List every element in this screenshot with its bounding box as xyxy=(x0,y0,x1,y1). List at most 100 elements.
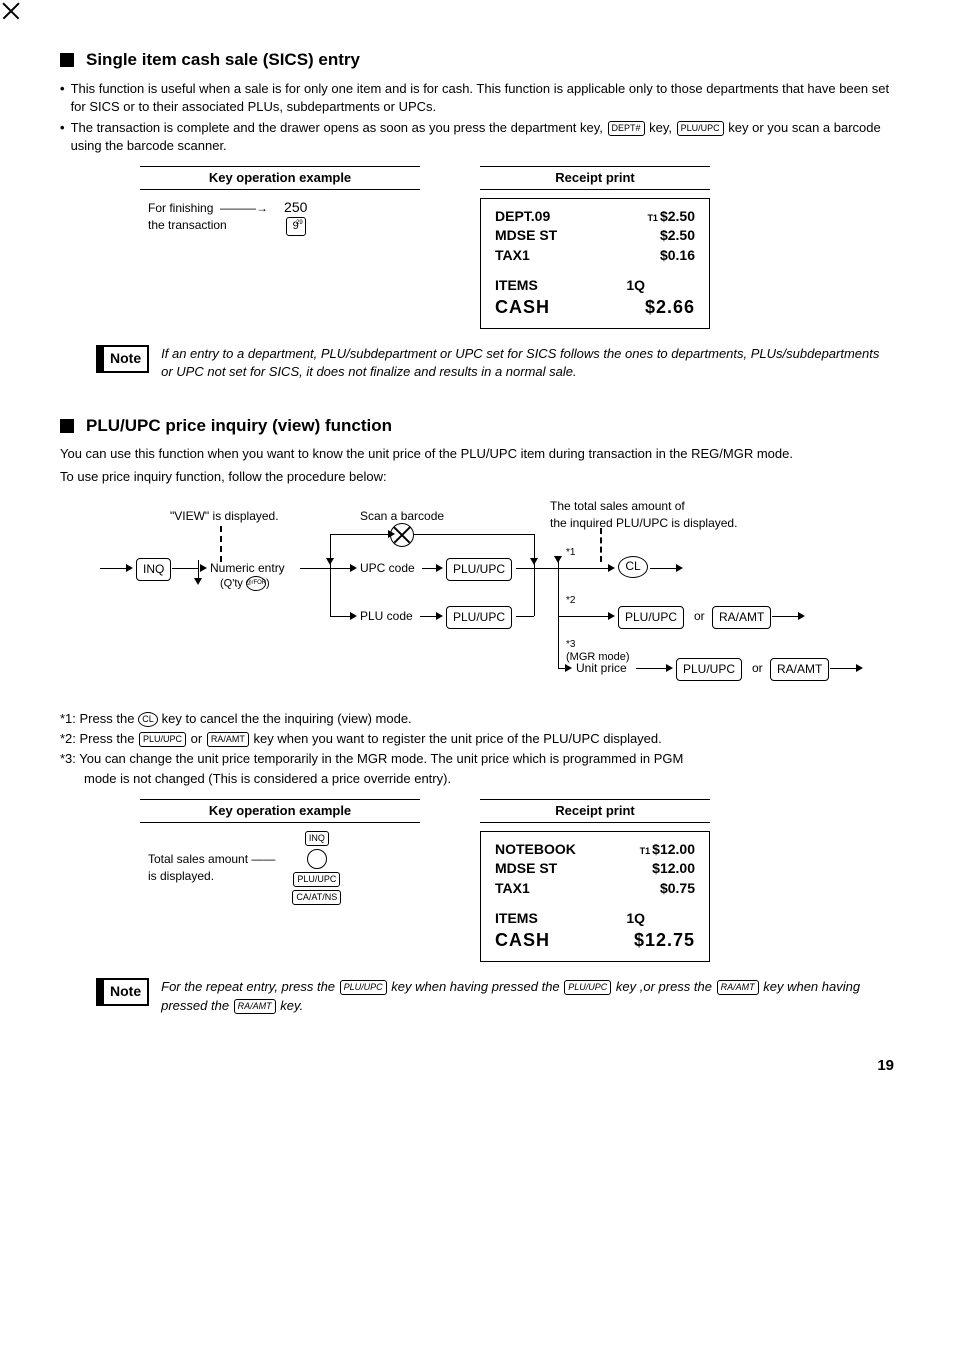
receipt-1-block: Receipt print DEPT.09T1$2.50 MDSE ST$2.5… xyxy=(480,166,710,330)
note-star1: *1: Press the CL key to cancel the the i… xyxy=(60,710,894,728)
flow-raamt-1: RA/AMT xyxy=(712,606,771,629)
section-2-p2: To use price inquiry function, follow th… xyxy=(60,468,894,486)
flow-pluupc-4: PLU/UPC xyxy=(676,658,742,681)
flow-inq: INQ xyxy=(136,558,171,581)
pluupc-key: PLU/UPC xyxy=(677,121,724,136)
section-2-heading: PLU/UPC price inquiry (view) function xyxy=(60,414,894,438)
r2-tax-amt: $0.75 xyxy=(660,879,695,899)
flow-pluupc-3: PLU/UPC xyxy=(618,606,684,629)
n2a: *2: Press the xyxy=(60,731,138,746)
left2: is displayed. xyxy=(148,869,214,883)
bullet-2: • The transaction is complete and the dr… xyxy=(60,119,894,155)
raamt-key-4: RA/AMT xyxy=(234,999,276,1014)
bullet-1-text: This function is useful when a sale is f… xyxy=(71,80,894,116)
section-1-heading: Single item cash sale (SICS) entry xyxy=(60,48,894,72)
key-op-value: 250 9 29 xyxy=(284,198,307,237)
note-star3a: *3: You can change the unit price tempor… xyxy=(60,750,894,768)
flow-total-2: the inquired PLU/UPC is displayed. xyxy=(550,516,737,530)
left1: Total sales amount xyxy=(148,852,248,866)
flow-qty-a: (Q'ty xyxy=(220,577,246,589)
r2-items-q: 1Q xyxy=(626,909,645,929)
finishing-label: For finishing ———→ the transaction xyxy=(148,200,268,234)
bullet-2a: The transaction is complete and the draw… xyxy=(71,120,607,135)
notes-list: *1: Press the CL key to cancel the the i… xyxy=(60,710,894,789)
note-1: Note If an entry to a department, PLU/su… xyxy=(96,345,894,381)
section-1-title: Single item cash sale (SICS) entry xyxy=(86,48,360,72)
finishing-1: For finishing xyxy=(148,201,213,215)
note-1-text: If an entry to a department, PLU/subdepa… xyxy=(161,345,894,381)
r2-mdse: MDSE ST xyxy=(495,859,557,879)
n2t2: key when having pressed the xyxy=(388,979,564,994)
flow-upc-code: UPC code xyxy=(360,560,415,577)
note-1-label: Note xyxy=(96,345,149,373)
flow-view: "VIEW" is displayed. xyxy=(170,508,279,525)
n2t5: key. xyxy=(277,998,304,1013)
flow-star2: *2 xyxy=(566,594,575,608)
r1-cash-amt: $2.66 xyxy=(645,295,695,320)
key-9-sup: 29 xyxy=(296,217,303,230)
flow-cl: CL xyxy=(618,556,648,578)
r1-mdse-amt: $2.50 xyxy=(660,226,695,246)
pluupc-key-2: PLU/UPC xyxy=(139,732,186,747)
dept-key: DEPT# xyxy=(608,121,645,136)
heading-square xyxy=(60,53,74,67)
section-2-title: PLU/UPC price inquiry (view) function xyxy=(86,414,392,438)
flow-star1: *1 xyxy=(566,546,575,560)
r2-cash-amt: $12.75 xyxy=(634,928,695,953)
example-row-1: Key operation example For finishing ———→… xyxy=(140,166,894,330)
flow-numeric: Numeric entry xyxy=(210,560,285,577)
scan-icon-2 xyxy=(307,849,327,869)
r1-dept: DEPT.09 xyxy=(495,207,550,227)
receipt-2-block: Receipt print NOTEBOOKT1$12.00 MDSE ST$1… xyxy=(480,799,710,963)
n1a: *1: Press the xyxy=(60,711,138,726)
bullet-2-text: The transaction is complete and the draw… xyxy=(71,119,894,155)
n2c: key when you want to register the unit p… xyxy=(250,731,662,746)
n2t1: For the repeat entry, press the xyxy=(161,979,339,994)
flow-qty-b: ) xyxy=(266,577,270,589)
section-2-p1: You can use this function when you want … xyxy=(60,445,894,463)
key-op-heading: Key operation example xyxy=(140,166,420,190)
r2-cash: CASH xyxy=(495,928,550,953)
bullet-1: • This function is useful when a sale is… xyxy=(60,80,894,116)
note-star2: *2: Press the PLU/UPC or RA/AMT key when… xyxy=(60,730,894,748)
caatns-key: CA/AT/NS xyxy=(292,890,341,905)
key-op-2: Key operation example Total sales amount… xyxy=(140,799,420,963)
key-op-1: Key operation example For finishing ———→… xyxy=(140,166,420,330)
r1-amt: $2.50 xyxy=(660,208,695,224)
flowchart: "VIEW" is displayed. INQ Numeric entry (… xyxy=(100,498,894,698)
flow-or-2: or xyxy=(752,660,763,677)
atfor-key: @/FOR xyxy=(246,576,266,591)
total-sales-label: Total sales amount —— is displayed. xyxy=(148,851,275,885)
r1-mdse: MDSE ST xyxy=(495,226,557,246)
raamt-key-2: RA/AMT xyxy=(207,732,249,747)
pluupc-key-5: PLU/UPC xyxy=(564,980,611,995)
flow-raamt-2: RA/AMT xyxy=(770,658,829,681)
page-number: 19 xyxy=(60,1055,894,1076)
r2-items: ITEMS xyxy=(495,909,538,929)
example-row-2: Key operation example Total sales amount… xyxy=(140,799,894,963)
bullet-2b: key, xyxy=(646,120,676,135)
key-op-body-2: Total sales amount —— is displayed. INQ … xyxy=(140,831,420,905)
flow-total: The total sales amount of the inquired P… xyxy=(550,498,737,532)
key-op-2-keys: INQ PLU/UPC CA/AT/NS xyxy=(291,831,342,905)
flow-or-1: or xyxy=(694,608,705,625)
receipt-1: DEPT.09T1$2.50 MDSE ST$2.50 TAX1$0.16 IT… xyxy=(480,198,710,330)
r2-amt: $12.00 xyxy=(652,841,695,857)
r1-tax: TAX1 xyxy=(495,246,530,266)
raamt-key-3: RA/AMT xyxy=(717,980,759,995)
flow-plu-code: PLU code xyxy=(360,608,413,625)
bullet-dot: • xyxy=(60,80,65,98)
receipt-heading-2: Receipt print xyxy=(480,799,710,823)
heading-square xyxy=(60,419,74,433)
r1-tax-amt: $0.16 xyxy=(660,246,695,266)
cl-key: CL xyxy=(138,712,158,727)
r1-items-q: 1Q xyxy=(626,276,645,296)
r1-cash: CASH xyxy=(495,295,550,320)
pluupc-key-4: PLU/UPC xyxy=(340,980,387,995)
key-op-heading-2: Key operation example xyxy=(140,799,420,823)
key-op-body: For finishing ———→ the transaction 250 9… xyxy=(140,198,420,237)
r2-mdse-amt: $12.00 xyxy=(652,859,695,879)
r1-items: ITEMS xyxy=(495,276,538,296)
flow-unit: Unit price xyxy=(576,660,627,677)
flow-total-1: The total sales amount of xyxy=(550,499,685,513)
